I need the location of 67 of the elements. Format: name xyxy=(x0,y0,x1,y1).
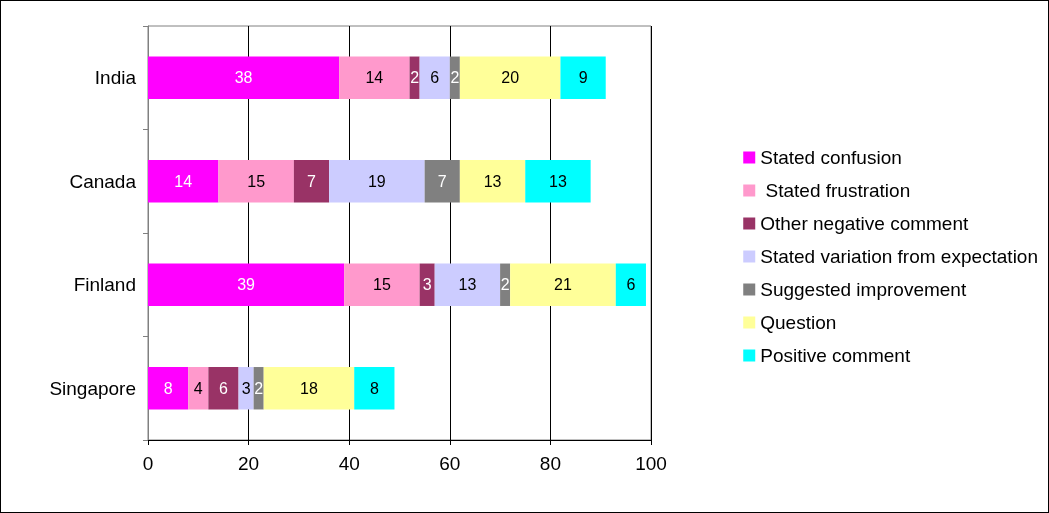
data-label: 13 xyxy=(458,276,477,294)
x-tick-label: 60 xyxy=(439,453,461,474)
legend-label: Positive comment xyxy=(760,345,911,366)
bar xyxy=(329,160,425,203)
data-label: 19 xyxy=(367,172,386,190)
data-label: 4 xyxy=(193,379,203,397)
bar xyxy=(148,160,219,203)
bar xyxy=(148,56,340,99)
data-label: 18 xyxy=(300,379,318,397)
data-label: 15 xyxy=(247,172,266,190)
data-label: 39 xyxy=(237,276,256,294)
bar xyxy=(459,56,561,99)
data-label: 2 xyxy=(254,379,264,397)
bar xyxy=(148,367,189,410)
legend-label: Stated confusion xyxy=(760,147,902,168)
data-label: 9 xyxy=(578,69,588,87)
data-label: 13 xyxy=(549,172,567,190)
x-tick-label: 20 xyxy=(238,453,260,474)
bar xyxy=(354,367,395,410)
data-label: 7 xyxy=(307,172,317,190)
legend-label: Suggested improvement xyxy=(760,279,967,300)
y-tick-label: Canada xyxy=(69,170,137,192)
legend-label: Question xyxy=(760,312,837,333)
data-label: 8 xyxy=(369,379,379,397)
data-label: 14 xyxy=(174,172,193,190)
data-label: 2 xyxy=(450,69,460,87)
data-label: 14 xyxy=(365,69,384,87)
bar xyxy=(424,160,460,203)
bar xyxy=(459,160,526,203)
bar xyxy=(510,263,616,306)
legend-label: Stated variation from expectation xyxy=(760,246,1038,267)
bar xyxy=(525,160,591,203)
data-label: 6 xyxy=(626,276,636,294)
bar xyxy=(560,56,606,99)
data-label: 38 xyxy=(234,69,253,87)
data-label: 7 xyxy=(437,172,447,190)
data-label: 20 xyxy=(501,69,520,87)
bar xyxy=(148,263,345,306)
y-tick-label: Finland xyxy=(73,274,136,296)
x-tick-label: 0 xyxy=(142,453,154,474)
x-tick-label: 80 xyxy=(539,453,561,474)
data-label: 6 xyxy=(430,69,440,87)
data-label: 2 xyxy=(500,276,510,294)
bar xyxy=(419,56,450,99)
bar xyxy=(615,263,646,306)
data-label: 21 xyxy=(554,276,572,294)
bar xyxy=(339,56,410,99)
data-label: 2 xyxy=(410,69,420,87)
bar xyxy=(188,367,209,410)
bar xyxy=(434,263,501,306)
data-label: 13 xyxy=(483,172,502,190)
data-label: 6 xyxy=(219,379,228,397)
data-label: 3 xyxy=(422,276,432,294)
data-label: 3 xyxy=(241,379,251,397)
legend-label: Stated frustration xyxy=(760,180,911,201)
y-tick-label: India xyxy=(94,67,137,89)
x-tick-label: 40 xyxy=(338,453,360,474)
bar xyxy=(263,367,355,410)
x-tick-label: 100 xyxy=(635,453,667,474)
bar xyxy=(344,263,420,306)
bar xyxy=(293,160,330,203)
data-label: 15 xyxy=(373,276,391,294)
y-tick-label: Singapore xyxy=(49,377,136,399)
legend-label: Other negative comment xyxy=(760,213,969,234)
bar xyxy=(218,160,294,203)
bar xyxy=(208,367,239,410)
data-label: 8 xyxy=(163,379,173,397)
